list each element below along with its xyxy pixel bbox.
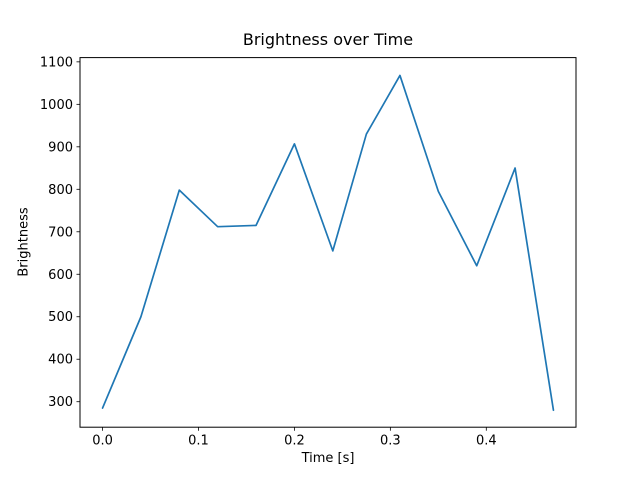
y-tick-label: 600 [48, 268, 73, 283]
y-tick-label: 700 [48, 225, 73, 240]
x-tick-label: 0.3 [380, 434, 401, 449]
x-tick-label: 0.1 [188, 434, 209, 449]
axes-spines [79, 57, 577, 428]
y-tick-label: 900 [48, 140, 73, 155]
x-axis-label: Time [s] [301, 451, 355, 466]
brightness-series-line [101, 74, 555, 412]
y-tick-label: 500 [48, 310, 73, 325]
y-axis-label: Brightness [16, 207, 32, 277]
plot-area [80, 57, 576, 428]
chart-title: Brightness over Time [242, 30, 414, 49]
x-tick-label: 0.0 [92, 434, 113, 449]
y-tick-label: 1100 [40, 55, 73, 70]
y-tick-label: 400 [48, 353, 73, 368]
y-tick-label: 1000 [40, 98, 73, 113]
y-tick-label: 300 [48, 395, 73, 410]
y-tick-label: 800 [48, 183, 73, 198]
x-tick-label: 0.4 [476, 434, 497, 449]
x-tick-label: 0.2 [284, 434, 305, 449]
